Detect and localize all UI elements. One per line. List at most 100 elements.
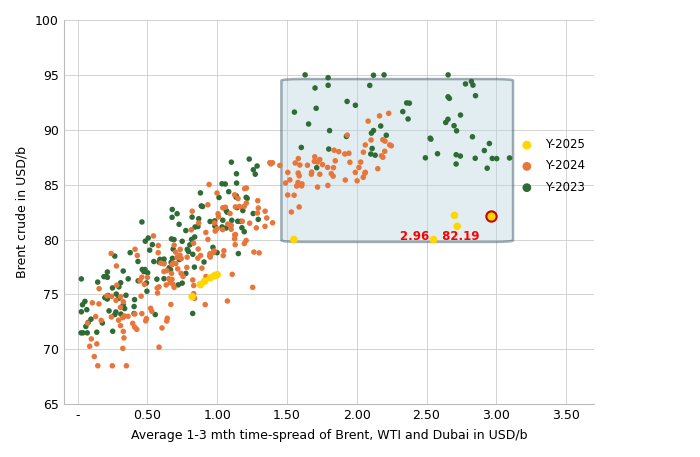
Point (241, 194, 252, 201)
Point (340, 176, 351, 184)
Point (152, 289, 163, 297)
Point (312, 183, 323, 191)
Point (230, 231, 241, 238)
Point (85, 315, 97, 323)
Point (186, 213, 197, 221)
Point (195, 189, 206, 197)
Point (342, 132, 353, 139)
Point (252, 209, 263, 217)
Point (317, 161, 328, 168)
Point (381, 132, 392, 139)
Point (333, 148, 344, 155)
Point (379, 138, 391, 145)
Point (172, 265, 183, 272)
Point (158, 275, 169, 282)
Point (106, 250, 117, 257)
Point (115, 279, 126, 287)
Point (168, 260, 179, 267)
Point (99, 294, 111, 301)
Point (98, 273, 109, 280)
Point (197, 203, 208, 210)
Point (207, 249, 218, 256)
Point (260, 207, 271, 215)
Point (231, 204, 242, 211)
Point (163, 275, 174, 282)
Point (181, 270, 192, 277)
Point (251, 224, 262, 232)
Point (253, 249, 265, 256)
Point (432, 150, 443, 157)
Point (482, 165, 493, 172)
Point (323, 74, 334, 81)
Point (76, 275, 87, 282)
Point (127, 320, 139, 327)
Point (189, 234, 200, 241)
Point (350, 169, 361, 176)
Point (220, 181, 231, 188)
Point (267, 219, 278, 226)
Point (428, 236, 439, 243)
Point (341, 133, 352, 140)
Point (241, 195, 253, 202)
Point (193, 215, 204, 223)
Point (91, 329, 102, 336)
Point (204, 274, 216, 282)
Point (187, 310, 198, 317)
Point (199, 277, 210, 285)
Point (161, 317, 172, 324)
Point (118, 328, 129, 335)
Point (166, 270, 177, 277)
Point (231, 180, 242, 187)
Point (367, 145, 378, 152)
Point (89, 353, 100, 360)
Point (115, 322, 126, 329)
Point (167, 281, 178, 288)
Point (225, 210, 236, 217)
Y-axis label: Brent crude in USD/b: Brent crude in USD/b (15, 146, 28, 278)
Point (183, 248, 194, 255)
Point (161, 267, 172, 274)
Point (232, 218, 244, 225)
Point (328, 164, 339, 171)
Point (252, 197, 263, 204)
Point (102, 292, 113, 299)
Point (147, 241, 158, 248)
Point (186, 226, 197, 234)
Point (173, 281, 184, 288)
Point (209, 219, 220, 227)
Point (379, 148, 391, 155)
Point (247, 284, 258, 291)
Point (209, 217, 220, 224)
Point (328, 172, 339, 180)
Point (111, 308, 122, 316)
Point (172, 254, 183, 261)
Point (359, 170, 370, 177)
Point (188, 239, 199, 247)
Point (111, 297, 122, 304)
Point (119, 305, 130, 312)
Point (280, 179, 291, 186)
Point (442, 71, 454, 79)
Point (76, 329, 87, 336)
Point (296, 180, 307, 187)
Point (174, 251, 186, 259)
Point (293, 170, 304, 177)
Point (239, 240, 250, 247)
Point (264, 159, 275, 166)
Point (122, 275, 134, 282)
Point (176, 270, 187, 277)
Point (165, 266, 176, 273)
Point (451, 151, 462, 159)
Point (153, 249, 164, 256)
Point (102, 274, 113, 281)
Point (344, 159, 356, 166)
Point (140, 238, 151, 245)
Point (479, 147, 490, 154)
Point (225, 222, 237, 229)
X-axis label: Average 1-3 mth time-spread of Brent, WTI and Dubai in USD/b: Average 1-3 mth time-spread of Brent, WT… (131, 429, 527, 442)
Point (139, 281, 150, 288)
Point (216, 180, 228, 187)
Point (139, 266, 150, 273)
Point (193, 219, 204, 227)
Point (504, 154, 515, 162)
